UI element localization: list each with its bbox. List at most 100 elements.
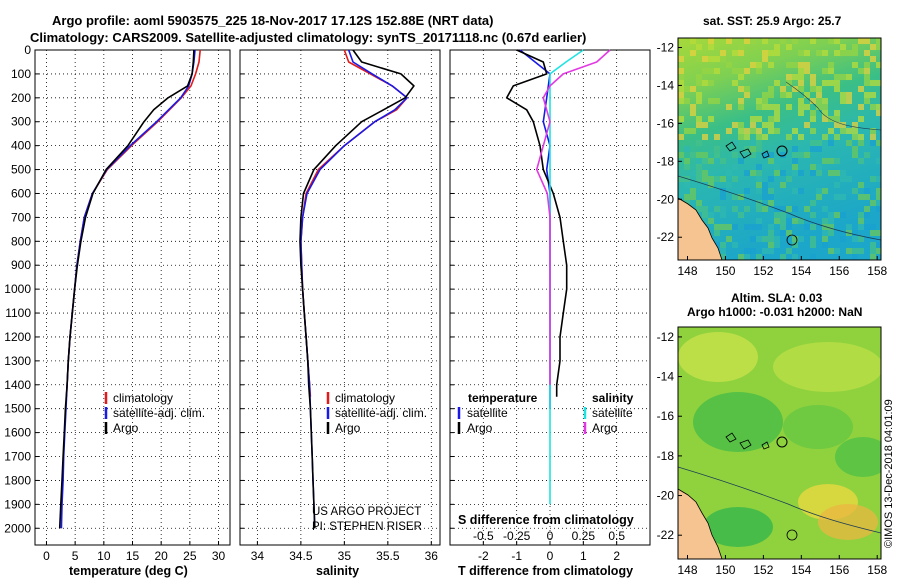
sst-cell [750, 122, 756, 128]
sst-cell [684, 86, 690, 92]
sst-cell [786, 74, 792, 80]
sst-cell [720, 224, 726, 230]
temperature-panel: 0100200300400500600700800900100011001200… [4, 43, 231, 578]
sst-cell [852, 62, 858, 68]
sst-cell [768, 116, 774, 122]
sst-cell [798, 152, 804, 158]
sst-cell [732, 122, 738, 128]
sst-cell [810, 200, 816, 206]
lon-tick-label: 158 [867, 264, 887, 278]
sst-cell [798, 50, 804, 56]
sst-cell [768, 200, 774, 206]
sst-cell [798, 86, 804, 92]
sst-cell [756, 134, 762, 140]
sst-cell [858, 212, 864, 218]
sst-cell [786, 218, 792, 224]
sst-cell [768, 194, 774, 200]
sst-cell [702, 68, 708, 74]
sst-cell [792, 188, 798, 194]
sst-cell [678, 74, 684, 80]
sst-cell [702, 218, 708, 224]
sst-cell [870, 140, 876, 146]
sst-cell [750, 140, 756, 146]
lon-tick-label: 150 [715, 264, 735, 278]
sst-cell [762, 134, 768, 140]
sst-cell [732, 68, 738, 74]
sst-cell [732, 164, 738, 170]
sst-cell [750, 116, 756, 122]
sst-cell [768, 224, 774, 230]
s-tick-label: -0.5 [473, 529, 494, 543]
sst-cell [792, 74, 798, 80]
sst-cell [738, 194, 744, 200]
sst-cell [678, 116, 684, 122]
sst-cell [870, 128, 876, 134]
sst-cell [828, 140, 834, 146]
sst-cell [714, 230, 720, 236]
sst-cell [858, 86, 864, 92]
sst-cell [828, 116, 834, 122]
sst-cell [756, 170, 762, 176]
sst-cell [714, 134, 720, 140]
sst-cell [798, 134, 804, 140]
sst-cell [792, 206, 798, 212]
sst-cell [750, 152, 756, 158]
x-tick-label: 10 [97, 549, 111, 563]
sst-cell [774, 170, 780, 176]
sst-cell [756, 140, 762, 146]
depth-tick-label: 1700 [4, 450, 31, 464]
legend-satellite-label: satellite-adj. clim. [113, 406, 205, 420]
sst-cell [762, 188, 768, 194]
sla-patch [835, 437, 881, 477]
sst-cell [822, 134, 828, 140]
sst-cell [822, 158, 828, 164]
sst-cell [702, 212, 708, 218]
sst-cell [870, 248, 876, 254]
sst-cell [864, 194, 870, 200]
temperature-gridlines [35, 49, 230, 545]
sst-cell [690, 38, 696, 44]
sst-cell [870, 200, 876, 206]
sst-cell [774, 212, 780, 218]
sst-cell [870, 254, 876, 260]
depth-tick-label: 1300 [4, 354, 31, 368]
sst-cell [822, 242, 828, 248]
lat-tick-label: -22 [657, 230, 675, 244]
x-tick-label: 1 [580, 549, 587, 563]
sst-cell [876, 62, 881, 68]
sst-cell [810, 74, 816, 80]
reef-contour [785, 81, 881, 131]
sst-cell [750, 146, 756, 152]
sst-cell [708, 44, 714, 50]
sst-cell [798, 236, 804, 242]
sst-cell [786, 62, 792, 68]
salinity-series [299, 49, 415, 529]
sst-cell [792, 242, 798, 248]
sst-cell [840, 98, 846, 104]
sst-cell [804, 122, 810, 128]
sst-cell [846, 98, 852, 104]
sst-cell [702, 206, 708, 212]
sst-cell [780, 170, 786, 176]
sst-cell [876, 248, 881, 254]
argo-position-marker [776, 436, 788, 448]
sst-cell [798, 188, 804, 194]
sst-cell [864, 206, 870, 212]
sst-cell [774, 236, 780, 242]
lon-tick-label: 148 [677, 563, 697, 577]
sst-cell [792, 218, 798, 224]
depth-tick-label: 200 [11, 91, 31, 105]
sst-cell [822, 218, 828, 224]
sst-cell [852, 254, 858, 260]
sst-cell [798, 170, 804, 176]
sst-cell [756, 62, 762, 68]
sst-cell [828, 62, 834, 68]
sst-cell [792, 170, 798, 176]
sst-cell [720, 50, 726, 56]
depth-tick-label: 400 [11, 139, 31, 153]
sla-map-title-2: Argo h1000: -0.031 h2000: NaN [687, 305, 862, 319]
sst-cell [786, 44, 792, 50]
sst-cell [822, 206, 828, 212]
sst-cell [816, 194, 822, 200]
sst-cell [732, 152, 738, 158]
